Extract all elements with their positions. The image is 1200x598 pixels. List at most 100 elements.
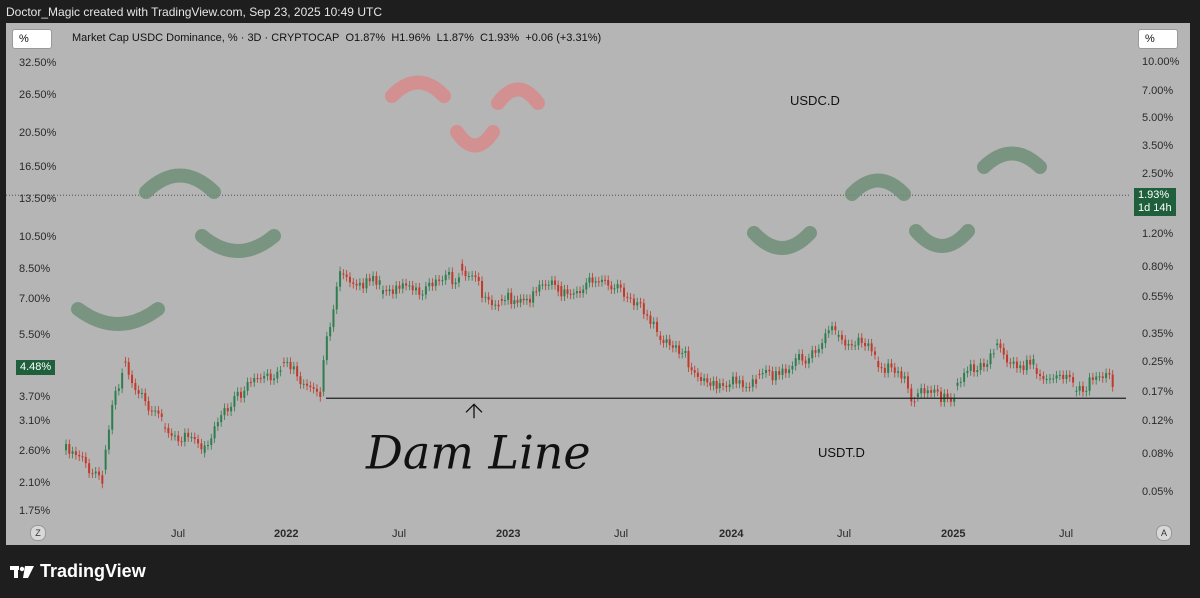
- usdt-candle-body: [1088, 377, 1091, 391]
- green-top-arc: [977, 146, 1047, 174]
- usdt-candle-body: [982, 363, 985, 367]
- usdt-candle-body: [348, 276, 351, 283]
- usdt-candle-body: [541, 284, 544, 286]
- usdt-candle-body: [837, 334, 840, 337]
- usdt-candle-body: [690, 367, 693, 371]
- usdt-candle-body: [226, 407, 229, 412]
- usdt-candle-body: [575, 291, 578, 294]
- usdt-candle-body: [693, 370, 696, 373]
- usdt-candle-body: [900, 371, 903, 379]
- legend-high: H1.96%: [391, 32, 431, 44]
- usdt-candle-body: [681, 352, 684, 354]
- usdt-candle-body: [903, 376, 906, 379]
- usdt-candle-body: [65, 444, 67, 451]
- usdt-candle-body: [1098, 376, 1101, 378]
- usdt-candle-body: [279, 370, 282, 372]
- usdt-candle-body: [1108, 373, 1111, 375]
- usdt-candle-body: [850, 344, 853, 346]
- usdt-candle-body: [1015, 361, 1018, 369]
- usdt-candle-body: [101, 475, 104, 484]
- usdt-candle-body: [140, 392, 143, 394]
- usdt-candle-body: [276, 371, 279, 379]
- usdt-candle-body: [569, 293, 572, 295]
- left-axis-tick-label: 7.00%: [19, 293, 51, 305]
- usdt-candle-body: [913, 401, 916, 403]
- usdt-candle-body: [1072, 377, 1075, 383]
- usdt-candle-body: [415, 287, 417, 291]
- auto-scale-button[interactable]: A: [1156, 525, 1172, 541]
- usdt-candle-body: [519, 298, 522, 303]
- left-price-tag: 4.48%: [16, 360, 56, 375]
- usdt-candle-body: [585, 282, 588, 290]
- usdt-candle-body: [358, 282, 361, 286]
- right-axis-tick-label: 0.25%: [1142, 356, 1174, 368]
- zoom-corner-button[interactable]: Z: [30, 525, 46, 541]
- usdt-candle-body: [619, 284, 622, 288]
- usdt-candle-body: [1039, 373, 1042, 376]
- usdt-candle-body: [240, 391, 242, 398]
- usdt-candle-body: [315, 388, 318, 392]
- usdt-candle-body: [253, 378, 256, 383]
- usdt-candle-body: [157, 410, 160, 414]
- chart-frame[interactable]: % % Market Cap USDC Dominance, % · 3D · …: [6, 23, 1190, 545]
- right-price-tag-countdown: 1d 14h: [1138, 202, 1172, 214]
- usdt-candle-body: [206, 445, 209, 447]
- usdt-candle-body: [989, 353, 992, 365]
- usdt-annotation: USDT.D: [818, 445, 865, 460]
- usdt-candle-body: [1029, 359, 1032, 365]
- usdt-candle-body: [230, 406, 233, 412]
- usdt-candle-body: [408, 285, 411, 287]
- usdt-candle-body: [444, 274, 447, 281]
- usdt-candle-body: [1052, 378, 1055, 380]
- usdt-candle-body: [147, 401, 150, 411]
- usdt-candle-body: [1022, 365, 1025, 371]
- usdt-candle-body: [579, 291, 582, 294]
- usdt-candle-body: [312, 387, 315, 389]
- usdt-candle-body: [867, 343, 870, 347]
- left-axis-tick-label: 5.50%: [19, 329, 51, 341]
- left-axis-tick-label: 20.50%: [19, 127, 57, 139]
- usdt-candle-body: [243, 390, 246, 398]
- usdt-candle-body: [678, 345, 681, 354]
- usdt-candle-body: [296, 366, 299, 377]
- usdt-candle-body: [715, 380, 718, 389]
- green-top-arc: [139, 168, 221, 199]
- usdt-candle-body: [345, 274, 348, 277]
- usdt-candle-body: [588, 277, 591, 283]
- usdt-candle-body: [1062, 374, 1065, 379]
- usdt-candle-body: [794, 358, 797, 366]
- usdc-annotation: USDC.D: [790, 93, 840, 108]
- usdt-candle-body: [765, 369, 767, 374]
- usdt-candle-body: [236, 391, 239, 397]
- usdt-candle-body: [761, 373, 764, 375]
- green-bottom-arc: [71, 302, 165, 331]
- usdt-candle-body: [554, 280, 557, 285]
- usdt-candle-body: [134, 383, 137, 391]
- right-axis-tick-label: 0.80%: [1142, 261, 1174, 273]
- usdt-candle-body: [269, 373, 272, 381]
- usdt-candle-body: [299, 376, 302, 385]
- usdt-candle-body: [774, 371, 777, 381]
- usdt-candle-body: [910, 388, 913, 402]
- left-percent-button[interactable]: %: [12, 29, 52, 49]
- usdt-candle-body: [725, 385, 728, 388]
- usdt-candle-body: [582, 289, 585, 294]
- usdt-candle-body: [712, 380, 715, 386]
- usdt-candle-body: [481, 280, 484, 298]
- usdt-candle-body: [1032, 359, 1035, 365]
- usdt-candle-body: [1105, 373, 1108, 379]
- tradingview-logo-icon: [10, 565, 34, 578]
- usdt-candle-body: [507, 292, 510, 301]
- tradingview-logo: TradingView: [10, 561, 146, 582]
- right-percent-button[interactable]: %: [1138, 29, 1178, 49]
- usdt-candle-body: [639, 302, 642, 304]
- usdt-candle-body: [94, 471, 97, 474]
- usdt-candle-body: [173, 435, 176, 437]
- usdt-candle-body: [461, 263, 464, 271]
- usdt-candle-body: [1035, 368, 1038, 374]
- usdt-candle-body: [216, 422, 219, 427]
- usdt-candle-body: [256, 378, 259, 380]
- usdt-candle-body: [144, 392, 147, 402]
- usdt-candle-body: [292, 366, 295, 370]
- usdt-candle-body: [671, 345, 674, 348]
